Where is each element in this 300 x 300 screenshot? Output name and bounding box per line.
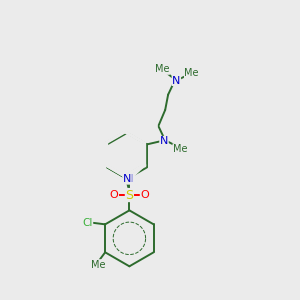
Text: N: N [172, 76, 181, 85]
Text: Cl: Cl [82, 218, 93, 228]
Text: Me: Me [155, 64, 169, 74]
Text: S: S [125, 188, 134, 202]
Text: N: N [125, 174, 134, 184]
Text: O: O [110, 190, 118, 200]
Text: N: N [123, 174, 131, 184]
Text: N: N [160, 136, 168, 146]
Text: Me: Me [173, 144, 188, 154]
Text: Me: Me [184, 68, 199, 78]
Text: O: O [140, 190, 149, 200]
Text: Me: Me [91, 260, 105, 270]
